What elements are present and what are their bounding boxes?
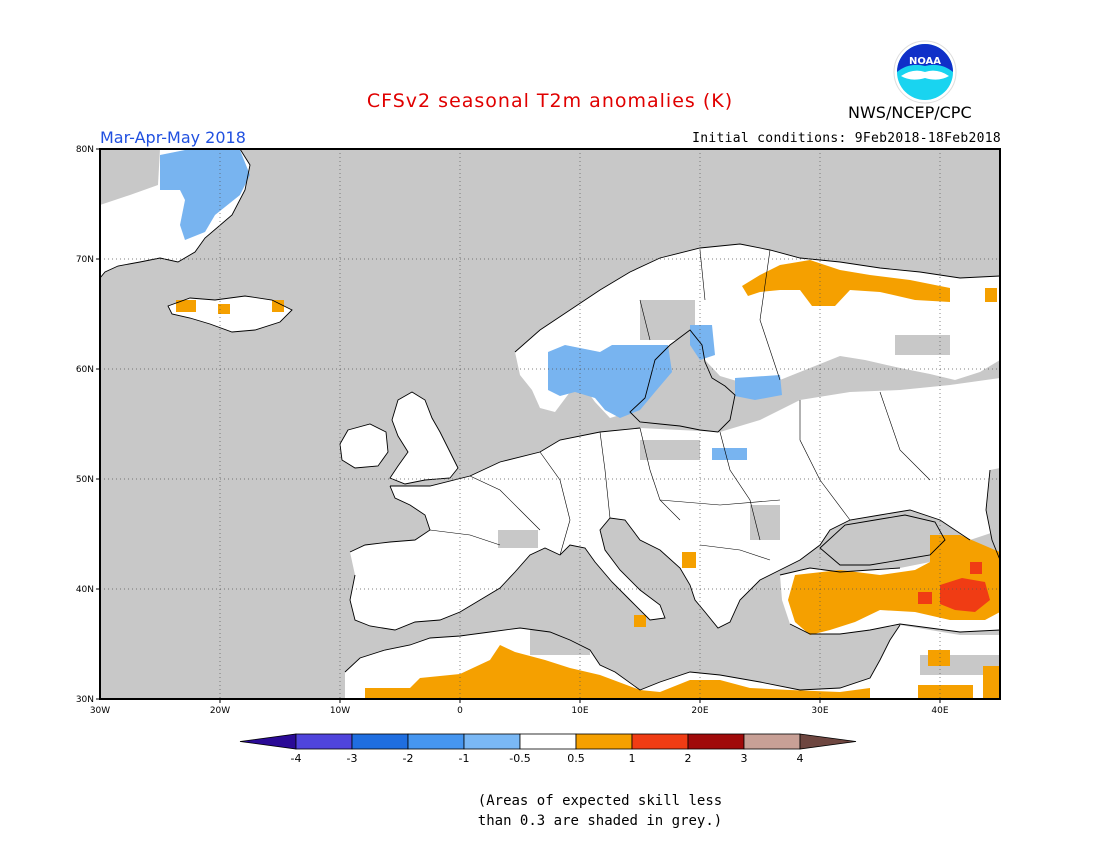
grey-patch-poland — [640, 440, 700, 460]
warm-iceland-west — [176, 300, 196, 312]
legend-arrow-high — [799, 733, 857, 750]
noaa-logo-icon: NOAA — [893, 40, 957, 104]
lat-tick-labels: 80N 70N 60N 50N 40N 30N — [76, 145, 94, 705]
cold-sweden-north — [690, 325, 715, 360]
ireland — [340, 424, 388, 468]
lon-label: 30W — [90, 706, 110, 716]
lon-label: 40E — [931, 706, 948, 716]
warm-arabia — [983, 666, 1000, 699]
continental-europe — [350, 378, 1000, 630]
legend-label: 4 — [797, 752, 804, 765]
legend-label: -2 — [403, 752, 414, 765]
warm-turkey-strong — [940, 578, 990, 612]
warm-levant — [918, 685, 973, 699]
greenland-grey-top — [100, 149, 160, 205]
warm-iceland-south — [218, 304, 230, 314]
agency-label: NWS/NCEP/CPC — [848, 103, 972, 122]
legend-label: 1 — [629, 752, 636, 765]
warm-turkey-strong-2 — [918, 592, 932, 604]
lat-label: 40N — [76, 585, 94, 595]
warm-turkey-strong-3 — [970, 562, 982, 574]
skill-note-line: than 0.3 are shaded in grey.) — [477, 813, 723, 829]
legend-cell — [407, 733, 465, 750]
black-sea — [820, 515, 945, 565]
lat-tick-marks — [96, 148, 100, 700]
legend-cell — [687, 733, 745, 750]
legend-arrow-low — [239, 733, 297, 750]
lon-label: 20W — [210, 706, 230, 716]
skill-note: (Areas of expected skill less than 0.3 a… — [400, 791, 800, 831]
cold-belarus — [712, 448, 747, 460]
logo-text: NOAA — [909, 56, 941, 67]
legend-cell — [351, 733, 409, 750]
lon-tick-labels: 30W 20W 10W 0 10E 20E 30E 40E — [90, 706, 949, 716]
caspian-sea — [986, 468, 1000, 560]
lon-label: 0 — [457, 706, 463, 716]
great-britain — [390, 392, 458, 484]
legend-label: -3 — [347, 752, 358, 765]
lon-label: 30E — [811, 706, 828, 716]
color-legend: -4 -3 -2 -1 -0.5 0.5 1 2 3 4 — [239, 733, 857, 765]
warm-fennoscandia — [742, 260, 950, 306]
initial-conditions: Initial conditions: 9Feb2018-18Feb2018 — [692, 131, 1001, 146]
cold-anomalies — [160, 150, 782, 460]
lat-label: 30N — [76, 695, 94, 705]
legend-cell — [295, 733, 353, 750]
cold-scandinavia — [548, 345, 672, 418]
lon-tick-marks — [219, 699, 941, 703]
legend-cell — [519, 733, 577, 750]
lat-label: 80N — [76, 145, 94, 155]
lon-label: 20E — [691, 706, 708, 716]
legend-label: 0.5 — [567, 752, 585, 765]
warm-north-africa — [365, 645, 870, 699]
country-borders — [429, 249, 931, 561]
grey-patch-sahara — [530, 630, 590, 655]
grey-patch-iberia-east — [498, 530, 538, 548]
legend-label: -1 — [459, 752, 470, 765]
grey-patch-russia — [895, 335, 950, 355]
warm-kola — [985, 288, 997, 302]
cold-baltics — [735, 375, 782, 400]
lon-label: 10W — [330, 706, 350, 716]
skill-note-line: (Areas of expected skill less — [477, 793, 723, 809]
lat-label: 50N — [76, 475, 94, 485]
map-frame — [99, 148, 1001, 700]
legend-cell — [463, 733, 521, 750]
legend-label: -0.5 — [509, 752, 530, 765]
legend-cell — [631, 733, 689, 750]
legend-label: 3 — [741, 752, 748, 765]
warm-balkans — [682, 552, 696, 568]
warm-iceland-east — [272, 300, 284, 312]
map-title: CFSv2 seasonal T2m anomalies (K) — [366, 90, 734, 112]
lat-label: 70N — [76, 255, 94, 265]
cold-greenland — [160, 150, 250, 240]
warm-turkey — [788, 535, 1000, 635]
legend-label: 2 — [685, 752, 692, 765]
warm-sicily — [634, 615, 646, 627]
legend-cell — [575, 733, 633, 750]
baltic-sea — [630, 330, 735, 432]
lon-label: 10E — [571, 706, 588, 716]
forecast-period: Mar-Apr-May 2018 — [100, 128, 246, 147]
no-skill-shading — [498, 300, 1000, 675]
warm-anomalies — [176, 260, 1000, 699]
legend-cell — [743, 733, 801, 750]
warm-iraq — [928, 650, 950, 666]
legend-label: -4 — [291, 752, 302, 765]
grey-patch-balkans — [750, 505, 780, 540]
lat-label: 60N — [76, 365, 94, 375]
